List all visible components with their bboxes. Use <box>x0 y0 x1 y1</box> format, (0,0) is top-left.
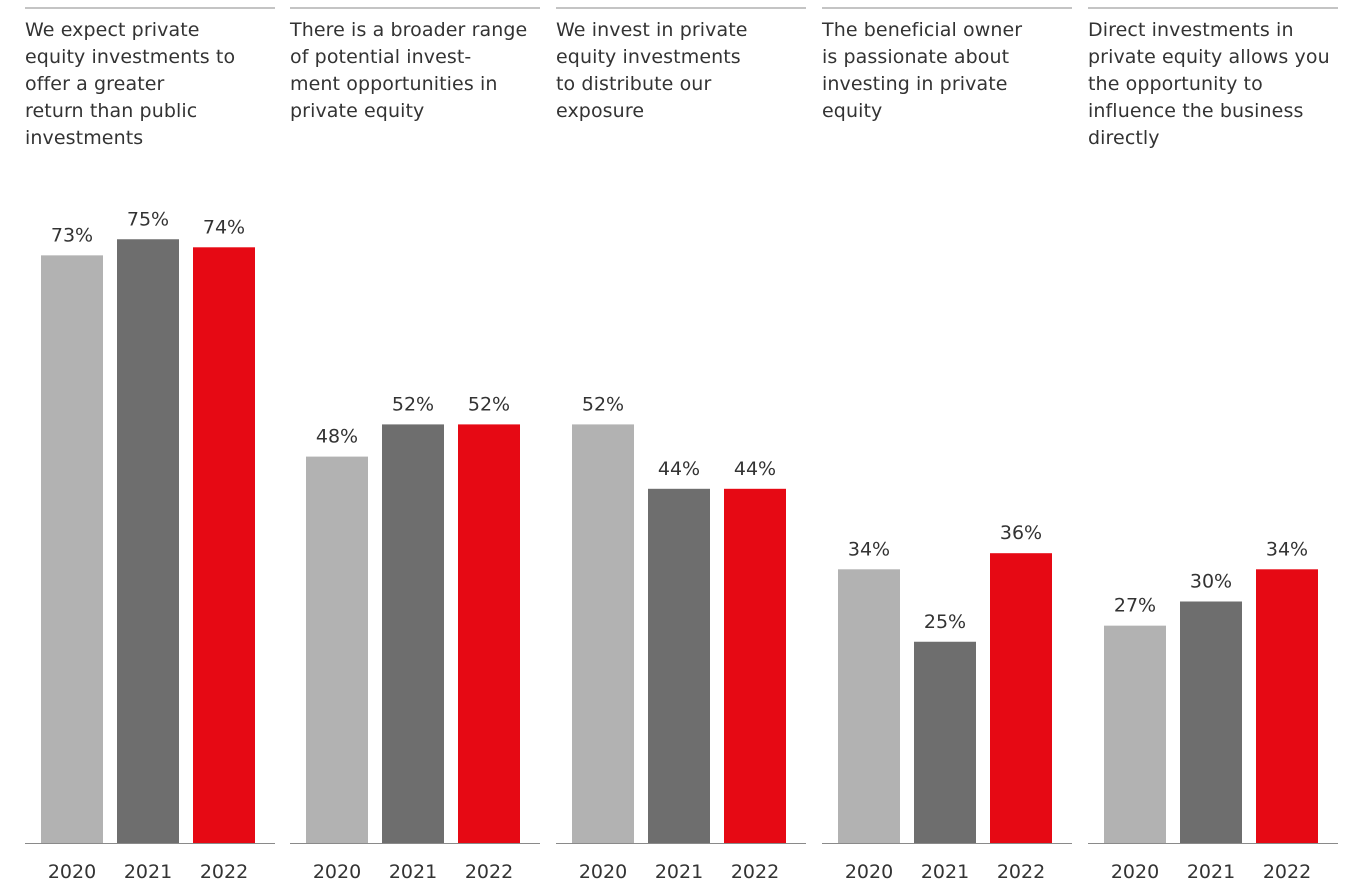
x-tick-label: 2022 <box>731 861 779 882</box>
bar-2020 <box>1104 625 1166 843</box>
bar-2020 <box>838 569 900 843</box>
x-tick-label: 2020 <box>313 861 361 882</box>
panel-title-line: We expect private <box>25 19 200 41</box>
panel-title: The beneficial owner is passionate about i… <box>822 17 1022 125</box>
x-tick-label: 2022 <box>200 861 248 882</box>
panel-title-line: private equity allows you <box>1088 46 1330 68</box>
panel-title-line: equity <box>822 100 883 122</box>
panel-title: We invest in private equity investments to… <box>556 17 748 125</box>
data-label: 44% <box>734 458 776 480</box>
panel-title-line: ment opportunities in <box>290 73 498 95</box>
x-tick-label: 2022 <box>465 861 513 882</box>
x-tick-label: 2021 <box>1187 861 1235 882</box>
panel-title: Direct investments in private equity allo… <box>1088 17 1330 152</box>
data-label: 27% <box>1114 595 1156 617</box>
panel-title: We expect private equity investments to of… <box>25 17 235 152</box>
panel-title-line: is passionate about <box>822 46 1010 68</box>
x-tick-label: 2021 <box>655 861 703 882</box>
panel-title-line: influence the business <box>1088 100 1304 122</box>
data-label: 44% <box>658 458 700 480</box>
bar-2020 <box>41 255 103 844</box>
x-tick-label: 2021 <box>389 861 437 882</box>
data-label: 34% <box>1266 538 1308 560</box>
x-tick-label: 2022 <box>997 861 1045 882</box>
panel-title-line: equity investments <box>556 46 741 68</box>
panel-title-line: There is a broader range <box>290 19 528 41</box>
x-tick-label: 2020 <box>845 861 893 882</box>
data-label: 74% <box>203 216 245 238</box>
data-label: 52% <box>468 393 510 415</box>
data-label: 75% <box>127 208 169 230</box>
x-tick-label: 2021 <box>921 861 969 882</box>
panel-title-line: private equity <box>290 100 425 122</box>
data-label: 25% <box>924 611 966 633</box>
x-tick-label: 2020 <box>1111 861 1159 882</box>
panel-title-line: investing in private <box>822 73 1008 95</box>
x-tick-label: 2020 <box>48 861 96 882</box>
panel-title-line: return than public <box>25 100 198 122</box>
panel-title-line: exposure <box>556 100 645 122</box>
x-tick-label: 2020 <box>579 861 627 882</box>
panel-title-line: investments <box>25 127 144 149</box>
bar-2022 <box>990 553 1052 843</box>
bar-2022 <box>1256 569 1318 843</box>
bar-2021 <box>1180 601 1242 843</box>
panel-title: There is a broader range of potential inv… <box>290 17 527 125</box>
data-label: 52% <box>582 393 624 415</box>
data-label: 34% <box>848 538 890 560</box>
panel-title-line: to distribute our <box>556 73 712 95</box>
bar-2022 <box>458 424 520 843</box>
bar-2022 <box>724 488 786 843</box>
bar-2021 <box>648 488 710 843</box>
panel-title-line: of potential invest- <box>290 46 472 68</box>
panel-title-line: Direct investments in <box>1088 19 1294 41</box>
data-label: 36% <box>1000 522 1042 544</box>
panel-title-line: the opportunity to <box>1088 73 1263 95</box>
bar-2021 <box>914 641 976 843</box>
bar-2021 <box>117 239 179 843</box>
panel-title-line: directly <box>1088 127 1160 149</box>
panel-title-line: We invest in private <box>556 19 748 41</box>
panel-title-line: offer a greater <box>25 73 165 95</box>
bar-2020 <box>306 456 368 843</box>
x-tick-label: 2022 <box>1263 861 1311 882</box>
panel-title-line: The beneficial owner <box>822 19 1023 41</box>
bar-2022 <box>193 247 255 844</box>
x-tick-label: 2021 <box>124 861 172 882</box>
data-label: 30% <box>1190 571 1232 593</box>
panel-title-line: equity investments to <box>25 46 236 68</box>
data-label: 48% <box>316 426 358 448</box>
data-label: 73% <box>51 224 93 246</box>
bar-2020 <box>572 424 634 843</box>
data-label: 52% <box>392 393 434 415</box>
bar-2021 <box>382 424 444 843</box>
